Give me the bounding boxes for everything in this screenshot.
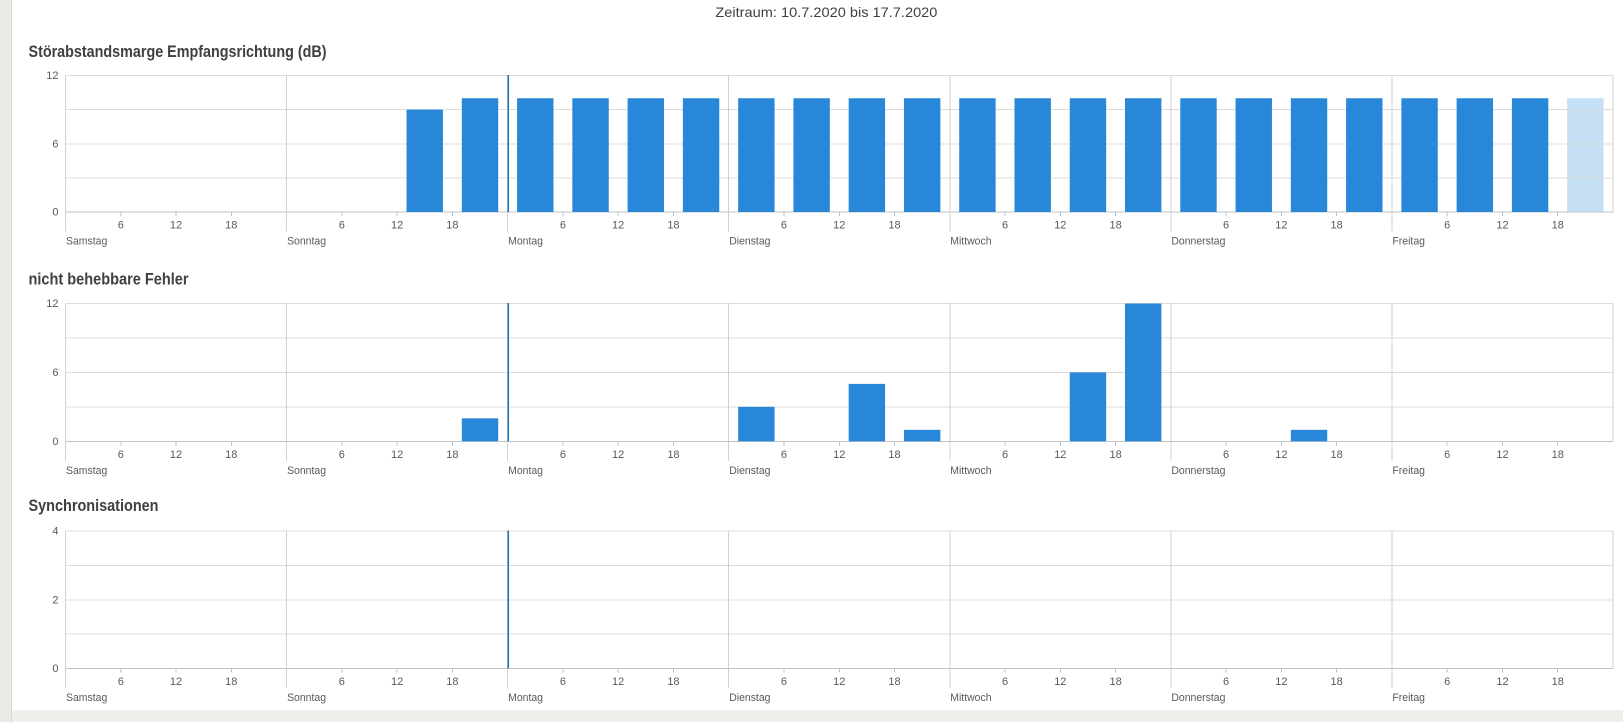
svg-text:12: 12 (1496, 449, 1508, 461)
svg-text:18: 18 (667, 449, 679, 461)
svg-text:Dienstag: Dienstag (729, 236, 770, 248)
svg-text:Samstag: Samstag (66, 465, 107, 477)
svg-text:18: 18 (1552, 449, 1564, 461)
svg-text:Dienstag: Dienstag (729, 692, 770, 704)
svg-text:18: 18 (1109, 220, 1121, 232)
svg-text:18: 18 (446, 449, 458, 461)
svg-text:12: 12 (833, 676, 845, 688)
svg-text:6: 6 (52, 367, 58, 379)
svg-text:Zeitraum: 10.7.2020 bis 17.7.2: Zeitraum: 10.7.2020 bis 17.7.2020 (715, 4, 937, 20)
svg-text:18: 18 (1109, 676, 1121, 688)
svg-text:6: 6 (560, 220, 566, 232)
svg-text:18: 18 (888, 449, 900, 461)
svg-text:6: 6 (781, 676, 787, 688)
svg-text:0: 0 (52, 207, 58, 219)
svg-text:18: 18 (1331, 449, 1343, 461)
svg-text:12: 12 (1275, 676, 1287, 688)
svg-text:18: 18 (1109, 449, 1121, 461)
svg-text:Freitag: Freitag (1392, 465, 1425, 477)
svg-text:Samstag: Samstag (66, 692, 107, 704)
svg-text:Montag: Montag (508, 236, 543, 248)
svg-text:18: 18 (1331, 220, 1343, 232)
svg-text:Störabstandsmarge Empfangsrich: Störabstandsmarge Empfangsrichtung (dB) (29, 42, 327, 61)
svg-text:18: 18 (1552, 676, 1564, 688)
svg-text:18: 18 (1552, 220, 1564, 232)
svg-text:12: 12 (170, 676, 182, 688)
svg-text:12: 12 (1054, 676, 1066, 688)
svg-text:6: 6 (339, 220, 345, 232)
svg-text:12: 12 (391, 220, 403, 232)
svg-text:0: 0 (52, 663, 58, 675)
svg-text:18: 18 (667, 220, 679, 232)
svg-text:nicht behebbare Fehler: nicht behebbare Fehler (29, 270, 189, 289)
svg-text:Mittwoch: Mittwoch (950, 465, 991, 477)
svg-text:18: 18 (446, 220, 458, 232)
svg-text:6: 6 (118, 220, 124, 232)
svg-text:6: 6 (1223, 449, 1229, 461)
svg-text:12: 12 (612, 676, 624, 688)
svg-text:12: 12 (833, 220, 845, 232)
svg-text:6: 6 (1223, 676, 1229, 688)
svg-text:Freitag: Freitag (1392, 692, 1425, 704)
svg-text:12: 12 (1275, 220, 1287, 232)
svg-text:18: 18 (225, 220, 237, 232)
svg-text:12: 12 (612, 220, 624, 232)
svg-text:Donnerstag: Donnerstag (1171, 692, 1225, 704)
svg-text:12: 12 (1054, 220, 1066, 232)
svg-text:12: 12 (1496, 676, 1508, 688)
svg-text:6: 6 (781, 449, 787, 461)
svg-text:12: 12 (391, 676, 403, 688)
svg-text:6: 6 (1444, 676, 1450, 688)
svg-text:12: 12 (1054, 449, 1066, 461)
svg-text:12: 12 (612, 449, 624, 461)
svg-text:6: 6 (560, 449, 566, 461)
svg-text:6: 6 (1444, 449, 1450, 461)
svg-text:Mittwoch: Mittwoch (950, 692, 991, 704)
svg-text:6: 6 (1002, 676, 1008, 688)
svg-text:12: 12 (391, 449, 403, 461)
svg-text:6: 6 (52, 138, 58, 150)
svg-text:18: 18 (225, 676, 237, 688)
svg-text:Synchronisationen: Synchronisationen (29, 496, 159, 515)
svg-text:6: 6 (1002, 449, 1008, 461)
svg-text:0: 0 (52, 436, 58, 448)
svg-text:Montag: Montag (508, 465, 543, 477)
svg-text:2: 2 (52, 594, 58, 606)
svg-text:4: 4 (52, 526, 58, 538)
svg-text:12: 12 (833, 449, 845, 461)
svg-text:Freitag: Freitag (1392, 236, 1425, 248)
svg-text:12: 12 (170, 220, 182, 232)
svg-text:Dienstag: Dienstag (729, 465, 770, 477)
svg-text:6: 6 (339, 449, 345, 461)
svg-text:6: 6 (1223, 220, 1229, 232)
svg-text:18: 18 (225, 449, 237, 461)
svg-text:18: 18 (446, 676, 458, 688)
svg-text:12: 12 (1275, 449, 1287, 461)
svg-text:12: 12 (46, 298, 58, 310)
svg-text:Sonntag: Sonntag (287, 465, 326, 477)
svg-text:Donnerstag: Donnerstag (1171, 465, 1225, 477)
svg-text:Sonntag: Sonntag (287, 236, 326, 248)
svg-text:Montag: Montag (508, 692, 543, 704)
svg-text:18: 18 (1331, 676, 1343, 688)
svg-text:18: 18 (888, 676, 900, 688)
svg-text:12: 12 (170, 449, 182, 461)
svg-text:6: 6 (781, 220, 787, 232)
svg-text:6: 6 (118, 449, 124, 461)
svg-text:6: 6 (1444, 220, 1450, 232)
svg-text:18: 18 (667, 676, 679, 688)
svg-text:6: 6 (1002, 220, 1008, 232)
svg-text:18: 18 (888, 220, 900, 232)
svg-text:12: 12 (1496, 220, 1508, 232)
svg-text:Sonntag: Sonntag (287, 692, 326, 704)
svg-text:12: 12 (46, 70, 58, 82)
svg-text:6: 6 (339, 676, 345, 688)
svg-text:6: 6 (118, 676, 124, 688)
svg-text:Samstag: Samstag (66, 236, 107, 248)
svg-text:Mittwoch: Mittwoch (950, 236, 991, 248)
svg-text:Donnerstag: Donnerstag (1171, 236, 1225, 248)
svg-text:6: 6 (560, 676, 566, 688)
